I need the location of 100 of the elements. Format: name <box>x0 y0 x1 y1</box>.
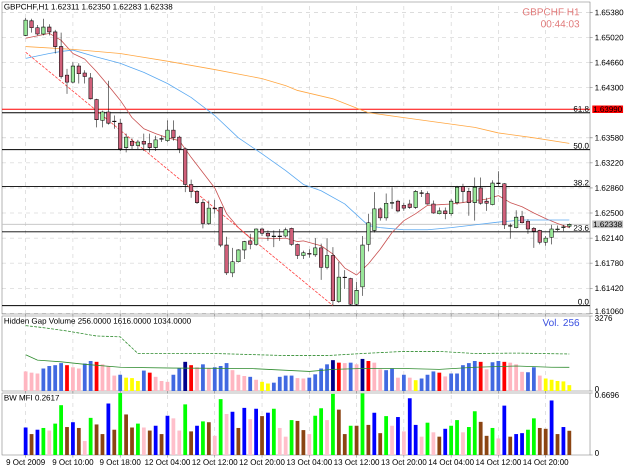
annotation: 00:44:03 <box>541 20 580 28</box>
bar <box>532 367 536 391</box>
bar <box>443 428 448 455</box>
bar <box>171 418 176 455</box>
bar <box>384 416 388 455</box>
bar <box>136 424 140 455</box>
ref-line-label: 1.62338 <box>594 221 622 228</box>
bar <box>278 376 282 391</box>
bar <box>443 376 448 391</box>
bar <box>142 428 146 455</box>
bar <box>437 436 442 455</box>
candlestick <box>160 135 164 142</box>
bar <box>336 410 341 455</box>
bar <box>496 361 500 391</box>
bar <box>76 428 81 455</box>
bar <box>254 408 258 455</box>
bar <box>414 380 418 391</box>
bar <box>171 374 176 391</box>
y-tick-label: 1.62860 <box>595 185 624 191</box>
candlestick <box>165 120 170 142</box>
bar <box>402 374 406 391</box>
bar <box>508 436 512 455</box>
bar <box>420 436 424 455</box>
annotation: GBPCHF H1 <box>522 8 580 16</box>
x-tick-label: 9 Oct 2009 <box>6 459 45 465</box>
bar <box>206 422 211 455</box>
bar <box>526 430 530 455</box>
bar <box>212 367 217 391</box>
bar <box>94 362 98 391</box>
bar <box>556 380 560 391</box>
candlestick <box>24 18 28 36</box>
bar <box>307 434 312 455</box>
bar <box>260 382 264 391</box>
bar <box>142 370 146 391</box>
bar <box>53 424 58 455</box>
bar <box>302 378 306 391</box>
bar <box>296 420 300 455</box>
bar <box>408 398 412 455</box>
x-tick-label: 12 Oct 12:00 <box>192 459 238 465</box>
x-tick-label: 14 Oct 04:00 <box>428 459 474 465</box>
annotation: Vol. 256 <box>542 318 580 326</box>
chart-title: Hidden Gap Volume 256.0000 1616.0000 1034.0000 <box>4 318 191 326</box>
bar <box>484 369 488 391</box>
bar <box>432 371 436 391</box>
bar <box>195 426 199 455</box>
bar <box>82 441 87 455</box>
bar <box>65 427 69 455</box>
bar <box>348 426 353 455</box>
bar <box>307 378 312 391</box>
bar <box>472 411 477 455</box>
bar <box>201 421 205 455</box>
bar <box>130 378 134 391</box>
y-tick-label: 0 <box>594 450 599 456</box>
bar <box>472 361 477 391</box>
bar <box>455 420 459 455</box>
bar <box>342 434 347 455</box>
bar <box>354 426 358 455</box>
bar <box>71 367 75 391</box>
bar <box>396 417 400 455</box>
candlestick <box>520 210 524 224</box>
bar <box>24 371 28 391</box>
chart-title: GBPCHF,H1 1.62311 1.62350 1.62283 1.62338 <box>4 4 172 10</box>
bar <box>360 393 364 455</box>
bar <box>88 418 93 455</box>
bar <box>461 432 465 455</box>
bar <box>296 378 300 391</box>
bar <box>402 431 406 455</box>
bar <box>550 380 554 391</box>
y-tick-label: 0 <box>594 386 599 392</box>
bar <box>378 369 382 391</box>
bar <box>449 426 454 455</box>
x-tick-label: 9 Oct 10:00 <box>52 459 94 465</box>
bar <box>88 361 93 391</box>
bar <box>76 368 81 391</box>
bar <box>290 420 294 455</box>
bar <box>47 430 52 455</box>
bar <box>532 418 536 455</box>
bar <box>378 433 382 455</box>
candlestick <box>64 68 70 94</box>
bar <box>118 374 122 391</box>
x-tick-label: 14 Oct 12:00 <box>476 459 521 465</box>
x-tick-label: 12 Oct 20:00 <box>240 459 285 465</box>
y-tick-label: 3276 <box>594 315 612 321</box>
bar <box>30 434 34 455</box>
bar <box>520 372 524 391</box>
bar <box>41 428 46 455</box>
line-series <box>25 46 570 144</box>
bar <box>496 438 500 455</box>
bar <box>331 394 335 455</box>
bar <box>384 370 388 391</box>
bar <box>390 368 394 391</box>
bar <box>177 368 182 391</box>
bar <box>189 431 194 455</box>
candlestick <box>35 24 40 36</box>
x-tick-label: 13 Oct 04:00 <box>287 459 332 465</box>
bar <box>224 363 228 391</box>
bar <box>336 362 341 391</box>
bar <box>218 399 223 455</box>
bar <box>372 362 376 391</box>
bar <box>562 381 566 391</box>
